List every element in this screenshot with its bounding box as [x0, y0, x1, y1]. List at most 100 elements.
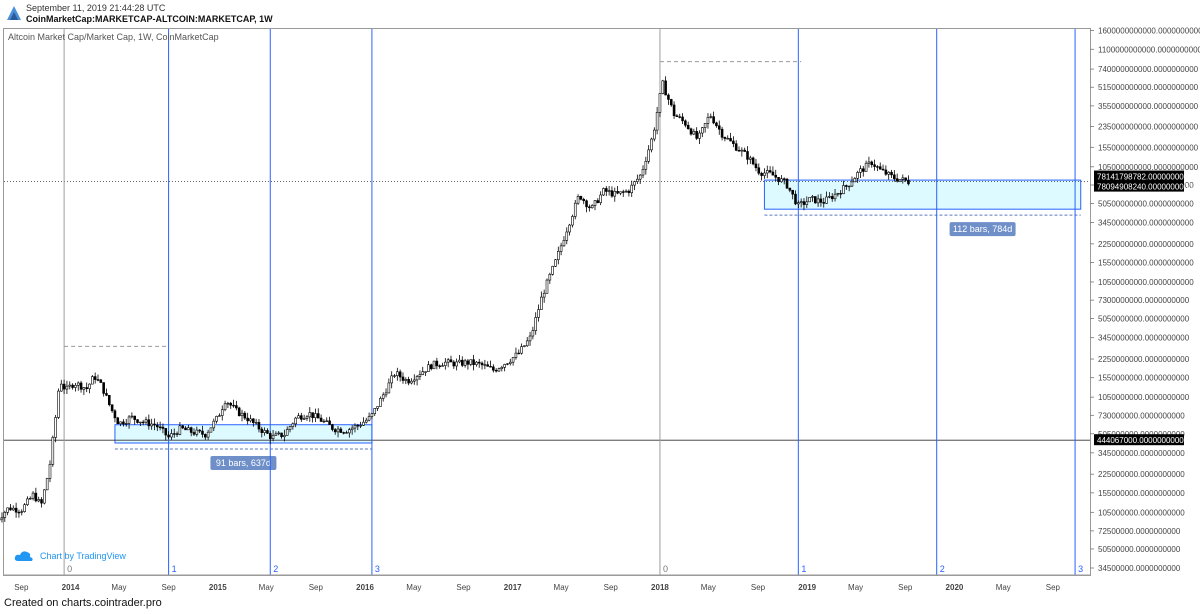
range-label: 91 bars, 637d	[216, 458, 271, 468]
candle-body	[348, 429, 351, 434]
candle-body	[345, 432, 348, 434]
candle-body	[427, 364, 430, 372]
candle-body	[59, 383, 63, 392]
tradingview-cloud-icon	[14, 551, 33, 561]
candle-body	[170, 433, 173, 438]
candle-body	[732, 140, 735, 145]
candle-body	[511, 357, 515, 363]
y-axis-tick-label: 34500000000.0000000000	[1098, 218, 1194, 227]
candle-body	[339, 428, 343, 433]
candle-body	[232, 404, 235, 407]
candle-body	[432, 360, 436, 370]
candle-body	[96, 379, 100, 381]
candle-body	[14, 507, 18, 513]
candle-body	[458, 359, 461, 363]
chart-symbol[interactable]: CoinMarketCap:MARKETCAP-ALTCOIN:MARKETCA…	[26, 14, 273, 24]
candle-body	[350, 427, 354, 430]
candle-body	[749, 157, 752, 160]
candle-body	[85, 387, 88, 390]
candle-body	[833, 193, 837, 200]
candle-body	[26, 498, 29, 505]
y-axis-tick-label: 50500000000.0000000000	[1098, 199, 1194, 208]
candle-body	[23, 504, 26, 512]
candle-body	[698, 132, 701, 139]
y-axis-tick-label: 1550000000.0000000000	[1098, 374, 1190, 383]
candle-body	[893, 174, 896, 180]
candle-body	[706, 116, 710, 124]
candle-body	[305, 416, 309, 419]
candle-body	[201, 430, 204, 435]
candle-body	[254, 422, 258, 424]
candle-body	[548, 274, 552, 281]
y-axis-tick-label: 740000000000.0000000000	[1098, 65, 1199, 74]
candle-body	[726, 138, 730, 140]
candle-body	[331, 424, 334, 430]
candle-body	[6, 507, 9, 513]
candle-body	[585, 200, 588, 208]
candle-body	[856, 172, 859, 179]
x-axis-tick-label: Sep	[751, 583, 766, 592]
candle-body	[119, 421, 122, 425]
candle-body	[684, 120, 687, 126]
candle-body	[667, 94, 670, 100]
y-axis-tick-label: 7300000000.0000000000	[1098, 296, 1190, 305]
candle-body	[610, 190, 614, 197]
candle-body	[619, 191, 622, 194]
candle-body	[181, 425, 185, 429]
candle-body	[596, 200, 600, 203]
chart-timestamp: September 11, 2019 21:44:28 UTC	[26, 3, 166, 13]
y-axis-tick-label: 155000000.0000000000	[1098, 489, 1185, 498]
candle-body	[229, 402, 233, 406]
candle-body	[760, 172, 763, 176]
candle-body	[82, 387, 86, 390]
range-label: 112 bars, 784d	[953, 224, 1012, 234]
candle-body	[130, 415, 134, 418]
candle-body	[116, 417, 120, 425]
tradingview-branding[interactable]: Chart by TradingView	[14, 550, 126, 562]
candle-body	[593, 200, 597, 206]
candle-body	[435, 360, 439, 367]
candle-body	[641, 168, 645, 176]
candle-body	[813, 196, 817, 204]
y-axis-tick-label: 105000000000.0000000000	[1098, 163, 1199, 172]
candle-body	[410, 380, 413, 384]
candle-body	[328, 420, 331, 425]
candle-body	[271, 435, 275, 439]
candle-body	[847, 185, 851, 188]
candle-body	[751, 157, 755, 165]
candle-body	[859, 168, 862, 173]
candle-body	[108, 395, 111, 406]
candle-body	[192, 432, 196, 435]
candle-body	[492, 366, 495, 371]
candle-body	[811, 196, 814, 198]
candle-body	[636, 178, 639, 182]
candle-body	[531, 330, 535, 337]
candle-body	[904, 177, 907, 181]
candle-body	[599, 194, 602, 203]
candle-body	[314, 413, 317, 418]
candle-body	[715, 122, 718, 127]
range-label-box	[210, 455, 277, 470]
candle-body	[401, 376, 405, 381]
x-axis-tick-label: 2018	[651, 583, 669, 592]
candle-body	[71, 384, 74, 388]
candle-body	[607, 190, 611, 192]
candle-body	[141, 421, 145, 424]
candle-body	[644, 160, 648, 170]
candle-body	[260, 428, 264, 433]
candle-body	[638, 174, 642, 180]
candle-body	[17, 511, 21, 514]
y-axis-tick-label: 235000000000.0000000000	[1098, 122, 1199, 131]
candle-body	[65, 385, 69, 390]
candle-body	[853, 177, 857, 183]
candle-body	[31, 492, 35, 499]
candle-body	[828, 196, 831, 198]
cycle-label: 1	[801, 564, 806, 574]
candle-body	[785, 178, 789, 189]
candle-body	[754, 163, 758, 169]
candle-body	[819, 198, 823, 203]
candle-body	[206, 431, 210, 438]
candle-body	[212, 420, 216, 429]
candle-body	[463, 360, 467, 366]
